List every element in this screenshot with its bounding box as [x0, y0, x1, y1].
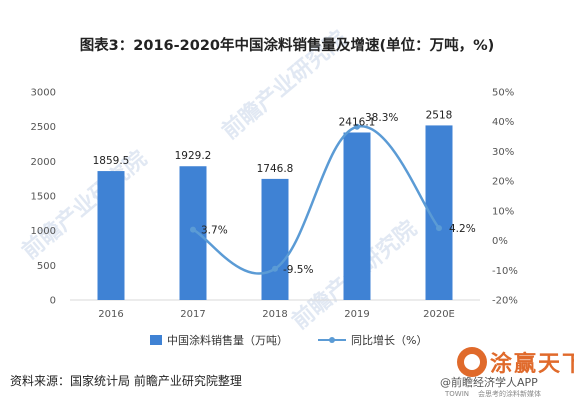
growth-line — [192, 125, 440, 275]
y-left-tick-label: 2500 — [31, 122, 56, 133]
y-right-tick-label: 10% — [492, 206, 514, 217]
x-tick-label: 2018 — [262, 309, 287, 320]
y-left-tick-label: 1500 — [31, 192, 56, 203]
bar-series — [97, 125, 453, 300]
x-tick-label: 2019 — [344, 309, 369, 320]
y-right-tick-label: 20% — [492, 177, 514, 188]
bar-value-label: 1859.5 — [93, 155, 130, 167]
data-labels: 1859.5 1929.2 1746.8 2416.1 2518 3.7% -9.5% 38.… — [93, 109, 476, 275]
x-tick-label: 2016 — [98, 309, 123, 320]
bar-value-label: 1929.2 — [175, 150, 212, 162]
brand-watermark: 涂赢天下 @前瞻经济学人APP TOWIN 会思考的涂料新媒体 — [440, 347, 574, 398]
growth-point — [272, 265, 278, 272]
y-right-tick-label: 40% — [492, 117, 514, 128]
watermark-tagline: 会思考的涂料新媒体 — [478, 389, 541, 398]
y-right-tick-label: -20% — [492, 296, 518, 307]
y-right-tick-label: 0% — [492, 236, 508, 247]
bar — [343, 132, 371, 300]
bar — [97, 171, 125, 300]
growth-point — [354, 123, 360, 130]
y-right-tick-label: -10% — [492, 266, 518, 277]
y-left-tick-label: 3000 — [31, 88, 56, 99]
chart-title: 图表3：2016-2020年中国涂料销售量及增速(单位：万吨，%) — [80, 36, 495, 54]
growth-value-label: -9.5% — [283, 264, 313, 276]
growth-point — [436, 225, 442, 232]
bar — [261, 178, 289, 300]
brand-name: 涂赢天下 — [490, 351, 574, 377]
chart-axes: 0 500 1000 1500 2000 2500 3000 -20% -10% 0% 10% 20%… — [31, 88, 518, 321]
y-left-tick-label: 2000 — [31, 157, 56, 168]
source-note: 资料来源：国家统计局 前瞻产业研究院整理 — [10, 373, 242, 388]
legend-line-label: 同比增长（%） — [351, 333, 427, 347]
bar-value-label: 2518 — [426, 109, 453, 121]
y-left-tick-label: 1000 — [31, 226, 56, 237]
y-left-tick-label: 500 — [37, 261, 56, 272]
y-right-tick-label: 50% — [492, 88, 514, 99]
legend: 中国涂料销售量（万吨） 同比增长（%） — [150, 333, 427, 347]
growth-value-label: 3.7% — [201, 225, 228, 237]
line-series — [190, 123, 442, 275]
legend-bar-swatch — [150, 335, 162, 345]
legend-line-marker — [329, 337, 335, 343]
legend-bar-label: 中国涂料销售量（万吨） — [167, 333, 288, 347]
bar — [179, 166, 207, 300]
growth-value-label: 4.2% — [449, 223, 476, 235]
y-right-tick-label: 30% — [492, 147, 514, 158]
watermark-handle: @前瞻经济学人APP — [440, 375, 538, 389]
bar-value-label: 1746.8 — [257, 163, 294, 175]
bar-value-label: 2416.1 — [339, 116, 376, 128]
brand-logo-inner-icon — [464, 354, 480, 370]
growth-point — [190, 226, 196, 233]
x-tick-label: 2017 — [180, 309, 205, 320]
growth-value-label: 38.3% — [365, 112, 398, 124]
y-left-tick-label: 0 — [50, 296, 56, 307]
watermark-towin: TOWIN — [444, 390, 469, 398]
x-tick-label: 2020E — [423, 309, 455, 320]
